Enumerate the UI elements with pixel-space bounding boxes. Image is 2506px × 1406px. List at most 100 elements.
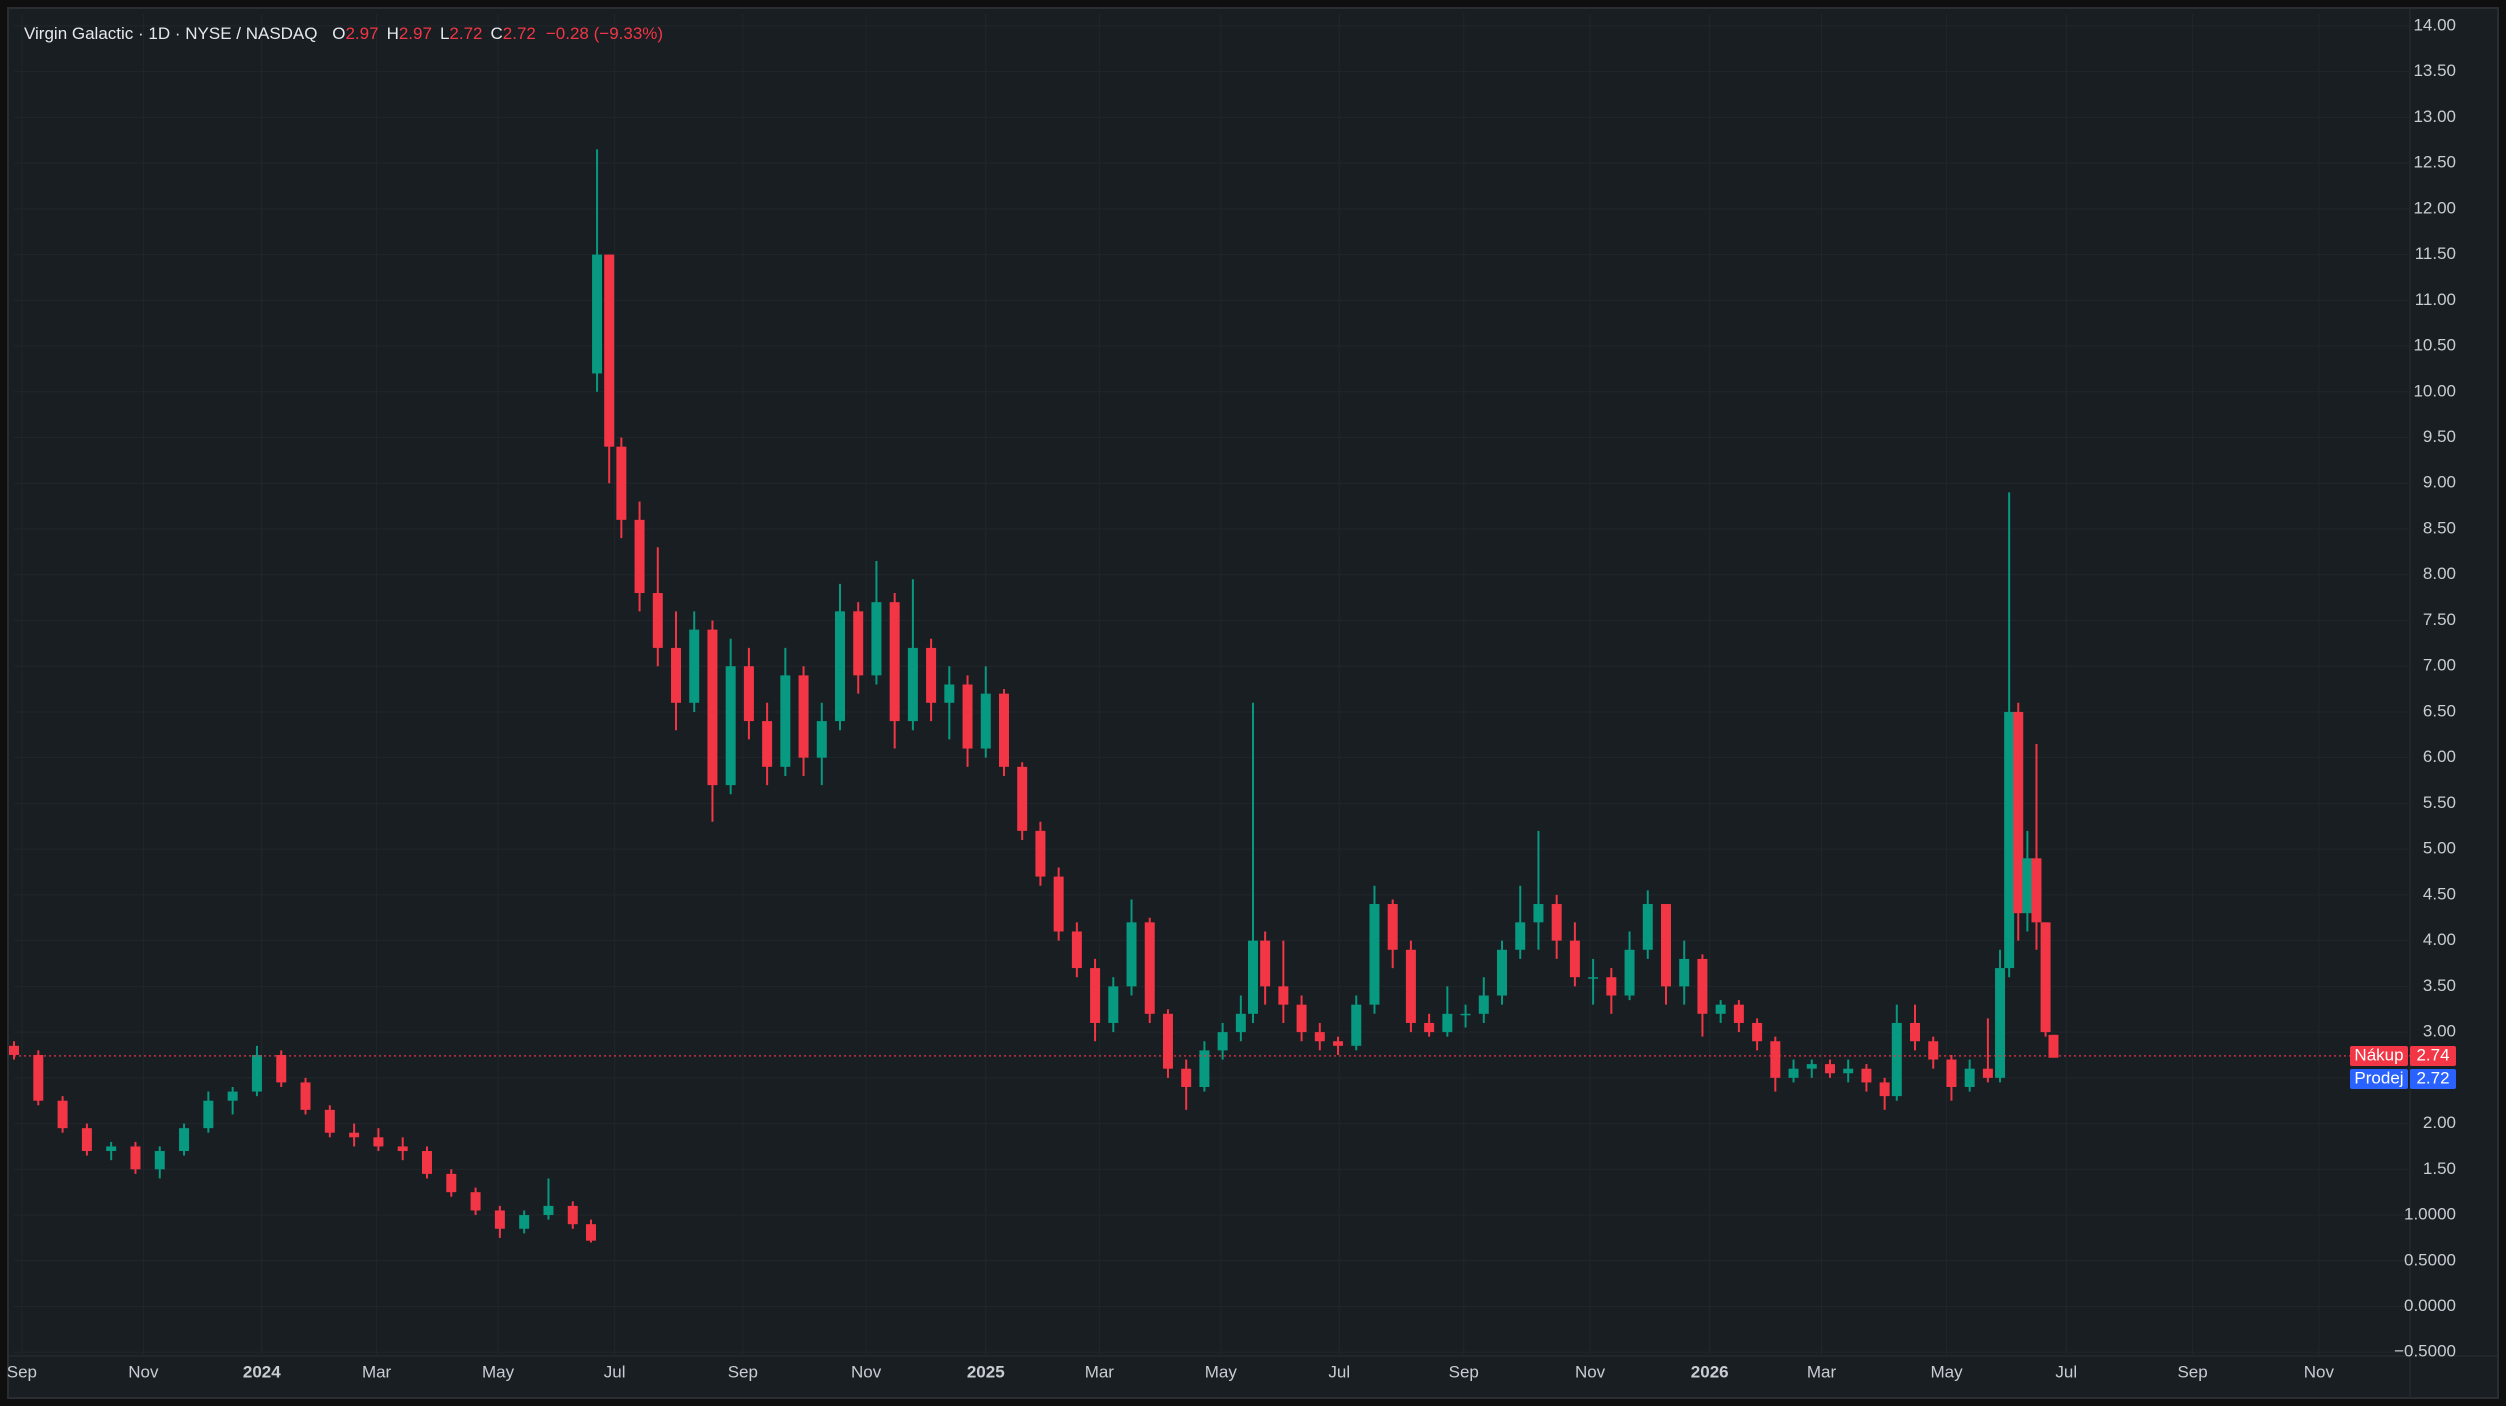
candle-body xyxy=(2040,922,2051,1033)
candle-body xyxy=(1824,1064,1835,1074)
candle-body xyxy=(1715,1004,1726,1014)
candle-body xyxy=(1442,1013,1453,1033)
y-tick-label: 4.50 xyxy=(2423,884,2456,903)
candle-body xyxy=(1126,922,1137,987)
y-tick-label: 11.00 xyxy=(2415,290,2456,309)
y-tick-label: 10.00 xyxy=(2413,381,2456,400)
axes: 14.00 13.50 13.00 12.50 12.00 11.50 11.00 10.50… xyxy=(7,15,2456,1381)
x-tick-label: Mar xyxy=(1085,1362,1115,1381)
candle-body xyxy=(300,1082,311,1110)
candle-body xyxy=(671,647,682,703)
y-tick-label: 13.50 xyxy=(2413,61,2456,80)
y-tick-label: 9.00 xyxy=(2423,473,2456,492)
candle-body xyxy=(154,1151,165,1170)
candle-body xyxy=(9,1045,19,1055)
candle-body xyxy=(421,1151,432,1174)
candle-body xyxy=(1260,940,1271,987)
candle-body xyxy=(1733,1004,1744,1023)
candle-body xyxy=(1533,904,1544,923)
ohlc-value: 2.72 xyxy=(503,24,536,43)
y-tick-label: 11.50 xyxy=(2415,244,2456,263)
candle-body xyxy=(1788,1068,1799,1078)
candle-body xyxy=(1752,1022,1763,1042)
candle-body xyxy=(130,1146,141,1170)
y-tick-label: 1.0000 xyxy=(2404,1205,2456,1224)
candle-body xyxy=(998,693,1009,767)
x-tick-label: May xyxy=(1205,1362,1238,1381)
x-tick-label: Jul xyxy=(2055,1362,2077,1381)
candle-body xyxy=(725,666,736,786)
y-tick-label: 8.50 xyxy=(2423,518,2456,537)
candle-body xyxy=(980,693,991,749)
ohlc-label: C xyxy=(491,24,503,43)
price-tag-label-bg xyxy=(2350,1046,2408,1066)
x-tick-label: Sep xyxy=(7,1362,37,1381)
candle-body xyxy=(1879,1082,1890,1097)
candle-body xyxy=(1424,1022,1435,1033)
y-tick-label: 7.00 xyxy=(2423,656,2456,675)
ohlc-label: H xyxy=(387,24,399,43)
candle-body xyxy=(1053,876,1064,932)
candle-body xyxy=(1017,766,1028,831)
candle-body xyxy=(1090,968,1101,1023)
y-tick-label: 0.0000 xyxy=(2404,1296,2456,1315)
candle-body xyxy=(1806,1064,1817,1069)
price-tag-label: Prodej xyxy=(2354,1068,2403,1087)
candle-body xyxy=(926,647,937,703)
y-tick-label: 10.50 xyxy=(2413,336,2456,355)
candle-body xyxy=(1497,949,1508,996)
candle-body xyxy=(1314,1032,1325,1042)
y-tick-label: −0.5000 xyxy=(2394,1342,2456,1361)
candle-body xyxy=(1247,940,1258,1014)
candle-body xyxy=(1405,949,1416,1023)
x-tick-label: Jul xyxy=(1328,1362,1350,1381)
candle-body xyxy=(397,1146,408,1152)
y-tick-label: 12.00 xyxy=(2413,198,2456,217)
candle-body xyxy=(652,593,663,648)
x-tick-label: 2025 xyxy=(967,1362,1005,1381)
candle-body xyxy=(616,446,627,520)
candle-body xyxy=(2022,858,2033,914)
candle-body xyxy=(373,1137,384,1147)
candle-body xyxy=(1478,995,1489,1014)
candle-body xyxy=(1162,1013,1173,1069)
candle-body xyxy=(2004,711,2015,969)
y-tick-label: 5.00 xyxy=(2423,839,2456,858)
price-tag-bg xyxy=(2410,1069,2456,1089)
x-tick-label: Sep xyxy=(1449,1362,1479,1381)
candle-body xyxy=(798,675,809,758)
candle-body xyxy=(1697,958,1708,1014)
price-tag-value: 2.72 xyxy=(2416,1068,2449,1087)
candle-body xyxy=(2013,711,2024,914)
candle-body xyxy=(1910,1022,1921,1042)
y-tick-label: 6.00 xyxy=(2423,747,2456,766)
candles xyxy=(9,149,2410,1243)
candle-body xyxy=(1071,931,1082,969)
candle-body xyxy=(251,1054,262,1092)
candle-body xyxy=(227,1091,238,1101)
candle-body xyxy=(780,675,791,767)
y-tick-label: 2.00 xyxy=(2423,1113,2456,1132)
candle-body xyxy=(1624,949,1635,996)
candle-body xyxy=(944,684,955,703)
candle-body xyxy=(1035,830,1046,877)
x-tick-label: Nov xyxy=(2304,1362,2335,1381)
candle-body xyxy=(1946,1059,1957,1087)
candle-body xyxy=(494,1210,505,1229)
x-tick-label: Sep xyxy=(2177,1362,2207,1381)
candle-body xyxy=(634,519,645,594)
candle-body xyxy=(1333,1041,1344,1046)
x-tick-label: 2026 xyxy=(1691,1362,1729,1381)
candle-body xyxy=(689,629,700,703)
candle-body xyxy=(519,1215,530,1229)
x-tick-label: Nov xyxy=(1575,1362,1606,1381)
ohlc-value: 2.97 xyxy=(399,24,432,43)
candle-body xyxy=(1144,922,1155,1014)
y-tick-label: 0.5000 xyxy=(2404,1250,2456,1269)
y-tick-label: 1.50 xyxy=(2423,1159,2456,1178)
candle-body xyxy=(585,1224,596,1241)
candle-body xyxy=(1278,986,1289,1005)
candle-body xyxy=(81,1128,92,1152)
candle-body xyxy=(1181,1068,1192,1087)
